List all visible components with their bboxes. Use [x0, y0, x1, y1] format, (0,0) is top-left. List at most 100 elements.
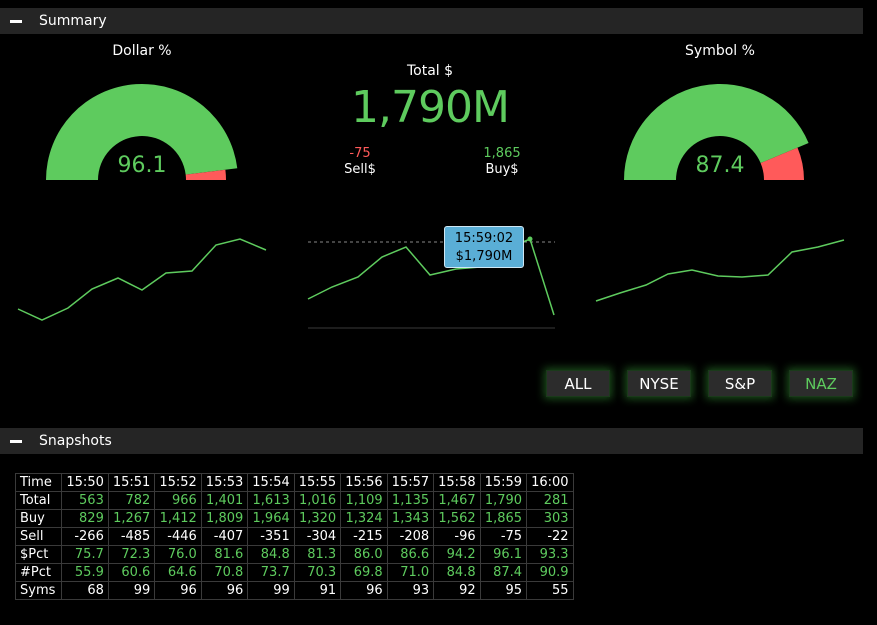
- table-cell: 1,562: [433, 509, 481, 528]
- table-cell: 95: [479, 581, 528, 600]
- table-cell: 1,412: [154, 509, 202, 528]
- table-header-cell: 15:55: [293, 473, 342, 492]
- buy-value: 1,865: [483, 146, 521, 161]
- table-cell: 966: [154, 491, 202, 510]
- table-cell: 91: [293, 581, 342, 600]
- snapshots-header[interactable]: Snapshots: [0, 428, 863, 454]
- table-cell: -266: [61, 527, 109, 546]
- table-header-cell: 15:59: [479, 473, 528, 492]
- table-cell: 75.7: [61, 545, 109, 564]
- table-cell: 96.1: [479, 545, 528, 564]
- table-cell: 1,343: [386, 509, 435, 528]
- tooltip-value: $1,790M: [455, 249, 513, 264]
- table-cell: 60.6: [107, 563, 156, 582]
- filter-nyse-button[interactable]: NYSE: [627, 370, 691, 397]
- table-cell: 87.4: [479, 563, 528, 582]
- row-label: Buy: [14, 509, 63, 528]
- table-cell: 71.0: [386, 563, 435, 582]
- table-cell: 1,613: [247, 491, 295, 510]
- snapshots-title: Snapshots: [39, 433, 112, 449]
- dollar-gauge-value: 96.1: [118, 153, 167, 178]
- table-cell: 70.8: [200, 563, 249, 582]
- table-cell: 72.3: [107, 545, 156, 564]
- total-value: 1,790M: [351, 82, 510, 133]
- table-cell: 1,324: [340, 509, 388, 528]
- table-cell: 1,964: [247, 509, 295, 528]
- table-header-cell: 15:58: [433, 473, 481, 492]
- table-cell: 1,790: [479, 491, 528, 510]
- table-cell: 81.3: [293, 545, 342, 564]
- table-cell: 1,467: [433, 491, 481, 510]
- filter-sp-button[interactable]: S&P: [708, 370, 772, 397]
- table-cell: 281: [526, 491, 574, 510]
- table-cell: 1,109: [340, 491, 388, 510]
- table-cell: 99: [107, 581, 156, 600]
- table-cell: 563: [61, 491, 109, 510]
- table-row: Syms 68 99 96 96 99 91 96 93 92 95 55: [14, 581, 574, 600]
- table-cell: 68: [61, 581, 109, 600]
- table-cell: 1,401: [200, 491, 249, 510]
- table-header-cell: 15:57: [386, 473, 435, 492]
- summary-header[interactable]: Summary: [0, 8, 863, 34]
- table-cell: 92: [433, 581, 481, 600]
- total-label: Total $: [406, 63, 454, 79]
- table-cell: 84.8: [247, 545, 295, 564]
- table-header-cell: 15:51: [107, 473, 156, 492]
- sparkline-hover-point: [527, 236, 533, 242]
- table-cell: 96: [154, 581, 202, 600]
- table-cell: 76.0: [154, 545, 202, 564]
- table-cell: -485: [107, 527, 156, 546]
- table-header-cell: 15:52: [154, 473, 202, 492]
- table-header-cell: 15:56: [340, 473, 388, 492]
- table-cell: 93: [386, 581, 435, 600]
- total-sparkline[interactable]: [300, 215, 565, 335]
- symbol-gauge-remainder: [760, 147, 804, 180]
- table-cell: 1,809: [200, 509, 249, 528]
- table-cell: 86.6: [386, 545, 435, 564]
- dollar-gauge-title: Dollar %: [112, 43, 172, 59]
- snapshots-table: Time 15:50 15:51 15:52 15:53 15:54 15:55 15:56 1…: [14, 473, 574, 600]
- sell-label: Sell$: [344, 162, 376, 177]
- row-label: #Pct: [14, 563, 63, 582]
- table-cell: -304: [293, 527, 342, 546]
- table-header-cell: 16:00: [526, 473, 574, 492]
- table-header-cell: 15:53: [200, 473, 249, 492]
- table-cell: 69.8: [340, 563, 388, 582]
- table-header-cell: 15:54: [247, 473, 295, 492]
- table-header-row: Time 15:50 15:51 15:52 15:53 15:54 15:55 15:56 1…: [14, 473, 574, 492]
- table-row: $Pct 75.7 72.3 76.0 81.6 84.8 81.3 86.0 86.6 94.2…: [14, 545, 574, 564]
- table-cell: 93.3: [526, 545, 574, 564]
- table-header-cell: 15:50: [61, 473, 109, 492]
- table-row: #Pct 55.9 60.6 64.6 70.8 73.7 70.3 69.8 71.0 84.8…: [14, 563, 574, 582]
- collapse-icon[interactable]: [10, 19, 22, 23]
- symbol-gauge-value: 87.4: [696, 153, 745, 178]
- row-label: Total: [14, 491, 63, 510]
- table-cell: 1,135: [386, 491, 435, 510]
- summary-title: Summary: [39, 13, 107, 29]
- table-row: Total 563 782 966 1,401 1,613 1,016 1,109 1,135 1…: [14, 491, 574, 510]
- table-cell: 90.9: [526, 563, 574, 582]
- table-cell: 86.0: [340, 545, 388, 564]
- table-cell: 81.6: [200, 545, 249, 564]
- table-cell: 84.8: [433, 563, 481, 582]
- filter-all-button[interactable]: ALL: [546, 370, 610, 397]
- table-cell: 55: [526, 581, 574, 600]
- table-cell: 1,267: [107, 509, 156, 528]
- table-cell: 64.6: [154, 563, 202, 582]
- table-cell: -215: [340, 527, 388, 546]
- table-cell: 96: [340, 581, 388, 600]
- table-cell: 829: [61, 509, 109, 528]
- chart-tooltip: 15:59:02 $1,790M: [444, 226, 524, 268]
- table-cell: -22: [526, 527, 574, 546]
- table-cell: 1,865: [479, 509, 528, 528]
- row-label: $Pct: [14, 545, 63, 564]
- filter-naz-button[interactable]: NAZ: [789, 370, 853, 397]
- table-cell: 55.9: [61, 563, 109, 582]
- dollar-sparkline: [17, 238, 267, 321]
- table-cell: 782: [107, 491, 156, 510]
- dollar-gauge-remainder: [185, 169, 226, 180]
- collapse-icon[interactable]: [10, 439, 22, 443]
- table-cell: -75: [479, 527, 528, 546]
- dollar-gauge: 96.1: [46, 84, 238, 180]
- sell-value: -75: [349, 146, 371, 161]
